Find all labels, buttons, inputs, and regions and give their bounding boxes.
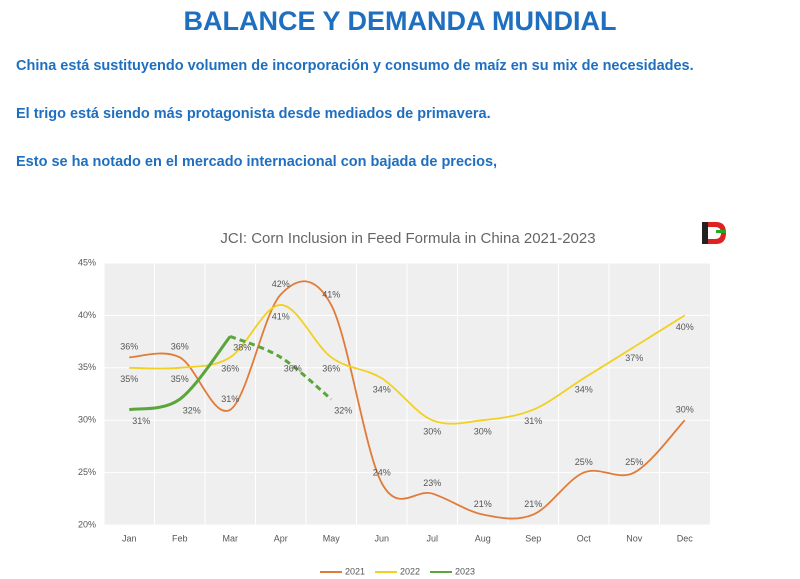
x-tick-label: Dec [677, 533, 694, 543]
x-tick-label: Aug [475, 533, 491, 543]
logo [702, 222, 726, 244]
data-label: 32% [183, 406, 201, 416]
data-label: 30% [423, 427, 441, 437]
data-label: 31% [132, 416, 150, 426]
data-label: 41% [272, 311, 290, 321]
series-line [128, 335, 232, 412]
data-label: 25% [625, 457, 643, 467]
x-tick-label: Sep [525, 533, 541, 543]
legend-label: 2021 [345, 566, 365, 576]
x-tick-label: May [323, 533, 341, 543]
y-tick-label: 45% [78, 257, 96, 267]
data-label: 30% [676, 405, 694, 415]
data-label: 37% [625, 353, 643, 363]
data-label: 21% [474, 499, 492, 509]
text-line: El trigo está siendo más protagonista de… [16, 106, 491, 122]
x-tick-label: Apr [274, 533, 288, 543]
data-label: 38% [233, 343, 251, 353]
data-label: 31% [221, 394, 239, 404]
data-label: 36% [171, 342, 189, 352]
data-label: 42% [272, 279, 290, 289]
data-label: 36% [221, 364, 239, 374]
data-label: 34% [373, 385, 391, 395]
data-label: 35% [171, 374, 189, 384]
series-line [129, 304, 686, 425]
legend-label: 2022 [400, 566, 420, 576]
legend-label: 2023 [455, 566, 475, 576]
x-tick-label: Jun [374, 533, 389, 543]
y-tick-label: 30% [78, 415, 96, 425]
text-line: Esto se ha notado en el mercado internac… [16, 154, 498, 170]
x-tick-label: Feb [172, 533, 188, 543]
data-label: 36% [284, 364, 302, 374]
x-tick-label: Mar [223, 533, 239, 543]
data-label: 32% [334, 406, 352, 416]
data-label: 25% [575, 457, 593, 467]
data-label: 41% [322, 289, 340, 299]
data-label: 30% [474, 427, 492, 437]
y-tick-label: 40% [78, 310, 96, 320]
y-tick-label: 25% [78, 467, 96, 477]
x-tick-label: Jul [426, 533, 438, 543]
text-line: China está sustituyendo volumen de incor… [16, 58, 694, 74]
series-line [229, 334, 333, 401]
data-label: 36% [322, 364, 340, 374]
data-label: 34% [575, 385, 593, 395]
data-label: 23% [423, 478, 441, 488]
series-line [129, 280, 686, 520]
slide-title: BALANCE Y DEMANDA MUNDIAL [183, 6, 617, 36]
x-tick-label: Nov [626, 533, 643, 543]
chart-title: JCI: Corn Inclusion in Feed Formula in C… [220, 230, 595, 247]
y-tick-label: 20% [78, 519, 96, 529]
x-tick-label: Oct [577, 533, 592, 543]
data-label: 36% [120, 342, 138, 352]
data-label: 40% [676, 322, 694, 332]
data-label: 24% [373, 467, 391, 477]
data-label: 21% [524, 499, 542, 509]
data-label: 31% [524, 416, 542, 426]
data-label: 35% [120, 374, 138, 384]
y-tick-label: 35% [78, 362, 96, 372]
x-tick-label: Jan [122, 533, 137, 543]
